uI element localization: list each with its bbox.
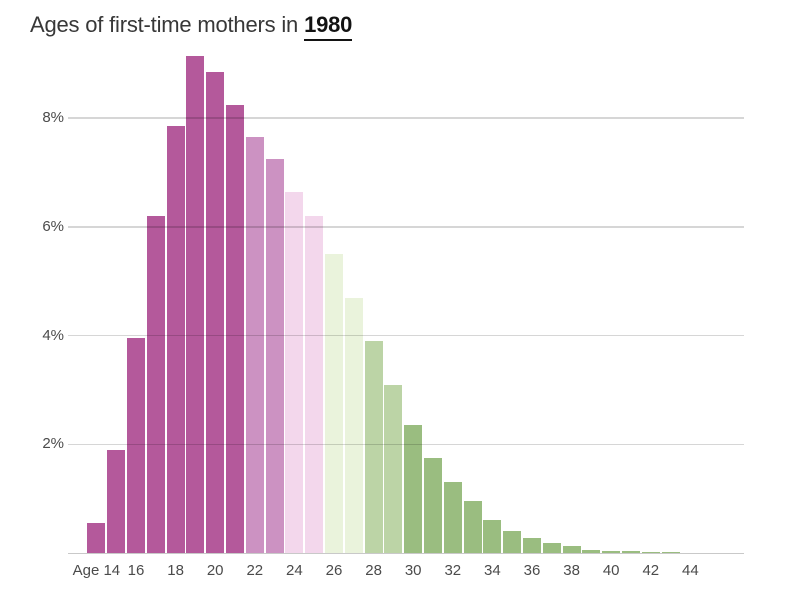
bar-age-38 — [562, 546, 581, 553]
bar-age-23 — [265, 158, 284, 553]
bar-age-35 — [503, 531, 522, 553]
x-axis-label-22: 22 — [246, 562, 264, 579]
bar-age-41 — [621, 551, 641, 553]
x-axis-label-30: 30 — [404, 562, 422, 579]
x-axis-label-42: 42 — [642, 562, 660, 579]
bar-age-39 — [582, 549, 601, 553]
y-axis-label-2pct: 2% — [42, 435, 64, 453]
x-axis-label-38: 38 — [563, 562, 580, 579]
bar-age-26 — [324, 254, 344, 553]
gridline-8pct — [68, 117, 744, 119]
x-axis-label-24: 24 — [286, 562, 303, 579]
chart-title-year[interactable]: 1980 — [304, 12, 352, 41]
x-axis-label-28: 28 — [365, 562, 382, 579]
bar-age-34 — [483, 520, 502, 553]
x-axis-label-34: 34 — [484, 562, 501, 579]
y-axis-label-6pct: 6% — [42, 217, 64, 235]
bar-age-29 — [384, 384, 403, 553]
bar-age-21 — [225, 104, 245, 553]
bar-age-42 — [641, 551, 660, 553]
x-axis-label-40: 40 — [602, 562, 620, 579]
gridline-4pct — [68, 334, 744, 337]
chart-title: Ages of first-time mothers in 1980 — [30, 12, 352, 41]
x-axis-label-44: 44 — [682, 562, 699, 579]
x-axis-label-26: 26 — [325, 562, 343, 579]
bar-age-28 — [364, 341, 383, 553]
bar-age-20 — [206, 72, 225, 553]
bar-age-22 — [245, 137, 264, 553]
bar-age-36 — [522, 538, 542, 553]
bar-age-18 — [166, 126, 185, 553]
bar-age-24 — [285, 191, 304, 553]
y-axis-label-4pct: 4% — [42, 326, 64, 344]
bar-age-30 — [404, 425, 423, 553]
bar-age-16 — [126, 338, 146, 553]
bar-age-15 — [107, 449, 126, 553]
bar-age-19 — [186, 55, 205, 553]
gridline-2pct — [68, 443, 744, 446]
bar-age-32 — [443, 482, 462, 553]
x-axis-label-36: 36 — [523, 562, 541, 579]
bar-age-14 — [87, 523, 106, 553]
bar-age-37 — [542, 543, 561, 553]
x-axis-label-32: 32 — [444, 562, 462, 579]
bar-age-17 — [146, 216, 165, 553]
bar-age-33 — [463, 501, 482, 553]
x-axis-label-20: 20 — [206, 562, 224, 579]
x-axis-label-18: 18 — [167, 562, 184, 579]
x-axis-label-16: 16 — [127, 562, 145, 579]
bar-age-27 — [344, 297, 363, 553]
x-axis-baseline — [68, 552, 744, 554]
y-axis-label-8pct: 8% — [42, 109, 64, 127]
bar-age-31 — [423, 457, 443, 553]
bar-age-25 — [305, 216, 324, 553]
bar-age-40 — [602, 550, 621, 553]
x-axis-label-14: Age 14 — [72, 562, 121, 579]
chart-title-text: Ages of first-time mothers in — [30, 12, 299, 37]
gridline-6pct — [68, 226, 744, 228]
